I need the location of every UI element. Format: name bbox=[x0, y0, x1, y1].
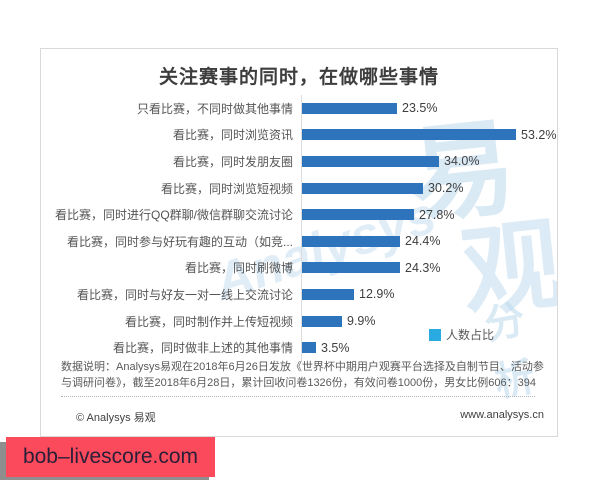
bar-rows: 只看比赛，不同时做其他事情 23.5% 看比赛，同时浏览资讯 53.2% 看比赛，同时发… bbox=[47, 95, 557, 361]
bar-track: 24.4% bbox=[301, 227, 553, 255]
chart-title: 关注赛事的同时，在做哪些事情 bbox=[158, 67, 439, 88]
footer-divider bbox=[61, 396, 535, 397]
report-card: Analysys 易 观 分析 关注赛事的同时，在做哪些事情 只看比赛，不同时做… bbox=[40, 48, 558, 437]
bar-row: 看比赛，同时浏览短视频 30.2% bbox=[47, 174, 553, 202]
bar-row: 看比赛，同时浏览资讯 53.2% bbox=[47, 121, 557, 149]
legend-swatch-icon bbox=[429, 328, 441, 341]
bar bbox=[302, 342, 316, 354]
bar bbox=[302, 262, 400, 274]
bar-category-label: 看比赛，同时发朋友圈 bbox=[172, 154, 293, 169]
bar bbox=[302, 155, 439, 167]
bar-row: 只看比赛，不同时做其他事情 23.5% bbox=[47, 95, 553, 122]
bar-track: 23.5% bbox=[301, 95, 553, 122]
bar-category-label: 看比赛，同时与好友一对一线上交流讨论 bbox=[76, 287, 293, 302]
site-banner[interactable]: bob–livescore.com bbox=[6, 437, 215, 477]
bar bbox=[302, 129, 516, 141]
bar bbox=[302, 288, 354, 300]
bar-value-label: 3.5% bbox=[321, 340, 350, 355]
bar-track: 27.8% bbox=[301, 201, 553, 228]
bar-track: 53.2% bbox=[301, 121, 557, 149]
data-source-note: 数据说明：Analysys易观在2018年6月26日发放《世界杯中期用户观赛平台… bbox=[61, 361, 544, 389]
bar bbox=[302, 235, 400, 247]
bar-category-label: 看比赛，同时参与好玩有趣的互动（如竞... bbox=[66, 234, 293, 249]
bar-value-label: 23.5% bbox=[402, 101, 438, 116]
website-link[interactable]: www.analysys.cn bbox=[460, 409, 544, 421]
bar-value-label: 34.0% bbox=[444, 154, 480, 169]
bar bbox=[302, 102, 397, 114]
bar-track: 9.9% bbox=[301, 307, 553, 335]
chart-legend: 人数占比 bbox=[429, 326, 494, 343]
bar-row: 看比赛，同时与好友一对一线上交流讨论 12.9% bbox=[47, 281, 553, 308]
bar-row: 看比赛，同时做非上述的其他事情 3.5% bbox=[47, 334, 553, 361]
legend-label: 人数占比 bbox=[446, 328, 495, 342]
bar-track: 24.3% bbox=[301, 254, 553, 282]
copyright-text: © Analysys 易观 bbox=[76, 412, 156, 424]
bar-track: 34.0% bbox=[301, 148, 553, 175]
bar-category-label: 看比赛，同时刷微博 bbox=[184, 261, 293, 276]
bar-chart: 只看比赛，不同时做其他事情 23.5% 看比赛，同时浏览资讯 53.2% 看比赛，同时发… bbox=[47, 95, 557, 361]
bar-category-label: 看比赛，同时进行QQ群聊/微信群聊交流讨论 bbox=[54, 208, 293, 223]
bar-row: 看比赛，同时参与好玩有趣的互动（如竞... 24.4% bbox=[47, 227, 553, 255]
bar-track: 3.5% bbox=[301, 334, 553, 361]
bar-row: 看比赛，同时发朋友圈 34.0% bbox=[47, 148, 553, 175]
bar-row: 看比赛，同时制作并上传短视频 9.9% bbox=[47, 307, 553, 335]
bar-category-label: 只看比赛，不同时做其他事情 bbox=[136, 101, 293, 116]
bar bbox=[302, 209, 414, 221]
bar-value-label: 53.2% bbox=[521, 127, 557, 142]
bar-track: 12.9% bbox=[301, 281, 553, 308]
bar-value-label: 24.3% bbox=[405, 260, 441, 275]
bar-category-label: 看比赛，同时制作并上传短视频 bbox=[124, 314, 293, 329]
bar-category-label: 看比赛，同时浏览短视频 bbox=[160, 181, 293, 196]
card-footer: © Analysys 易观 www.analysys.cn bbox=[76, 409, 544, 425]
bar-row: 看比赛，同时刷微博 24.3% bbox=[47, 254, 553, 282]
bar-value-label: 9.9% bbox=[347, 314, 376, 329]
bar-row: 看比赛，同时进行QQ群聊/微信群聊交流讨论 27.8% bbox=[47, 201, 553, 228]
bar-value-label: 30.2% bbox=[428, 181, 464, 196]
bar-track: 30.2% bbox=[301, 174, 553, 202]
bar-category-label: 看比赛，同时浏览资讯 bbox=[172, 128, 293, 143]
bar-value-label: 27.8% bbox=[419, 207, 455, 222]
bar-value-label: 24.4% bbox=[405, 234, 441, 249]
bar-value-label: 12.9% bbox=[359, 287, 395, 302]
site-banner-text: bob–livescore.com bbox=[22, 445, 199, 468]
bar bbox=[302, 182, 423, 194]
bar-category-label: 看比赛，同时做非上述的其他事情 bbox=[112, 341, 293, 356]
bar bbox=[302, 315, 342, 327]
